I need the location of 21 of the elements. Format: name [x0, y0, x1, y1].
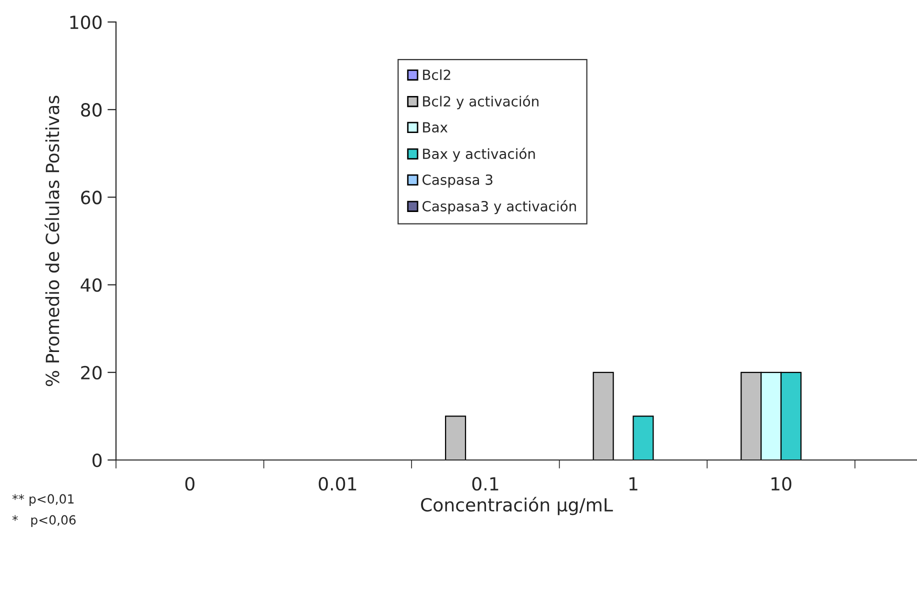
x-axis-title: Concentración μg/mL — [421, 496, 613, 516]
y-tick-label: 80 — [81, 103, 102, 117]
text: ** p<0,01 — [12, 494, 74, 506]
legend-label: Bcl2 y activación — [423, 95, 538, 110]
y-axis-title: % Promedio de Células Positivas — [44, 96, 60, 386]
x-tick-label: 0.01 — [318, 476, 356, 491]
legend-label: Bax — [423, 122, 448, 133]
legend-label: Bax y activación — [423, 148, 535, 162]
legend-label: Bcl2 — [423, 69, 450, 80]
y-tick-label: 100 — [70, 15, 102, 30]
text: * p<0,06 — [12, 515, 76, 528]
x-tick-label: 1 — [629, 477, 638, 490]
y-tick-label: 0 — [92, 453, 102, 468]
legend-label: Caspasa 3 — [422, 174, 492, 188]
x-tick-label: 0.1 — [472, 476, 498, 491]
y-tick-label: 60 — [81, 190, 102, 204]
y-tick-label: 20 — [81, 366, 102, 380]
legend-label: Caspasa3 y activación — [422, 200, 576, 214]
x-tick-label: 10 — [772, 476, 792, 491]
y-tick-label: 40 — [80, 278, 102, 292]
x-tick-label: 0 — [185, 476, 194, 491]
